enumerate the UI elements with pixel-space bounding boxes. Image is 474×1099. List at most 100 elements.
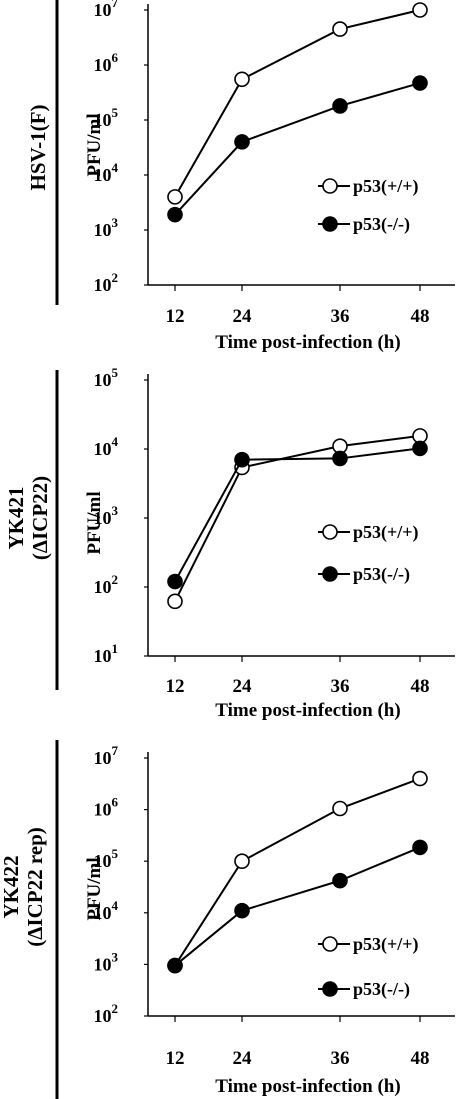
- y-tick-label: 103: [94, 215, 119, 240]
- data-point: [332, 98, 348, 114]
- y-tick-base: 10: [94, 508, 112, 528]
- legend-marker: [322, 524, 338, 540]
- legend-label: p53(-/-): [353, 214, 410, 235]
- legend-entry-2: p53(-/-): [318, 979, 410, 1000]
- data-point: [332, 21, 348, 37]
- y-tick-exponent: 3: [112, 503, 119, 518]
- y-axis-label: PFU/ml: [84, 857, 105, 920]
- x-tick-label: 36: [331, 676, 350, 697]
- row-label-line: YK422: [0, 856, 23, 919]
- data-point: [412, 440, 428, 457]
- x-axis-label: Time post-infection (h): [215, 1076, 400, 1097]
- y-tick-base: 10: [94, 851, 112, 871]
- legend-label: p53(-/-): [353, 564, 410, 585]
- y-tick-exponent: 2: [112, 572, 119, 587]
- row-label-line: YK421: [4, 487, 28, 550]
- legend-marker: [322, 216, 338, 232]
- y-tick-base: 10: [94, 55, 112, 75]
- data-point: [332, 450, 348, 467]
- y-tick-label: 107: [94, 743, 119, 768]
- row-label: HSV-1(F): [26, 105, 50, 191]
- y-tick-exponent: 4: [112, 160, 119, 175]
- data-point: [234, 853, 250, 870]
- x-axis-label: Time post-infection (h): [215, 332, 400, 353]
- y-tick-label: 104: [94, 898, 119, 923]
- y-tick-exponent: 2: [112, 1001, 119, 1016]
- legend-marker: [322, 178, 338, 194]
- series-line-2: [174, 846, 421, 967]
- legend-entry-2: p53(-/-): [318, 214, 410, 235]
- y-tick-exponent: 2: [112, 270, 119, 285]
- y-tick-base: 10: [94, 800, 112, 820]
- row-label-line: (ΔICP22 rep): [23, 827, 47, 947]
- y-tick-base: 10: [94, 646, 112, 666]
- y-tick-label: 105: [94, 365, 119, 390]
- x-tick-label: 12: [166, 306, 185, 327]
- chart-panel-3: YK422(ΔICP22 rep) PFU/ml10710610510410310…: [0, 740, 455, 1099]
- y-tick-base: 10: [94, 903, 112, 923]
- legend-marker: [322, 981, 338, 997]
- series-line-1: [174, 434, 421, 602]
- legend-entry-1: p53(+/+): [318, 176, 419, 197]
- legend-marker: [322, 936, 338, 952]
- y-tick-exponent: 1: [112, 641, 119, 656]
- x-tick-label: 36: [331, 306, 350, 327]
- y-tick-exponent: 3: [112, 949, 119, 964]
- series-line-1: [174, 777, 421, 967]
- legend-entry-1: p53(+/+): [318, 934, 419, 955]
- y-tick-label: 105: [94, 105, 119, 130]
- data-point: [234, 902, 250, 919]
- y-axis-label: PFU/ml: [84, 113, 105, 176]
- y-tick-label: 102: [94, 1001, 119, 1026]
- y-tick-label: 103: [94, 503, 119, 528]
- y-tick-exponent: 6: [112, 50, 119, 65]
- y-tick-exponent: 4: [112, 434, 119, 449]
- y-tick-exponent: 7: [112, 743, 119, 758]
- y-tick-label: 106: [94, 795, 119, 820]
- y-tick-base: 10: [94, 275, 112, 295]
- data-point: [167, 189, 183, 205]
- data-point: [412, 2, 428, 18]
- x-tick-label: 48: [411, 676, 430, 697]
- data-point: [412, 75, 428, 91]
- y-tick-exponent: 4: [112, 898, 119, 913]
- y-tick-base: 10: [94, 165, 112, 185]
- x-tick-label: 24: [233, 676, 253, 697]
- x-tick-label: 12: [166, 1048, 185, 1069]
- x-tick-label: 24: [233, 1048, 253, 1069]
- y-tick-base: 10: [94, 577, 112, 597]
- y-tick-label: 103: [94, 949, 119, 974]
- y-tick-base: 10: [94, 220, 112, 240]
- y-tick-label: 105: [94, 846, 119, 871]
- legend-entry-2: p53(-/-): [318, 564, 410, 585]
- data-point: [412, 839, 428, 856]
- y-tick-label: 102: [94, 572, 119, 597]
- row-label-line: HSV-1(F): [26, 105, 50, 191]
- legend-label: p53(+/+): [353, 934, 419, 955]
- y-tick-label: 102: [94, 270, 119, 295]
- x-tick-label: 12: [166, 676, 185, 697]
- legend-label: p53(+/+): [353, 522, 419, 543]
- x-tick-label: 48: [411, 1048, 430, 1069]
- y-tick-base: 10: [94, 0, 112, 20]
- y-tick-base: 10: [94, 110, 112, 130]
- row-label-line: (ΔICP22): [28, 476, 52, 560]
- x-tick-label: 24: [233, 306, 253, 327]
- y-tick-base: 10: [94, 370, 112, 390]
- y-tick-label: 104: [94, 434, 119, 459]
- y-tick-base: 10: [94, 954, 112, 974]
- y-axis-label: PFU/ml: [84, 491, 105, 554]
- y-tick-exponent: 5: [112, 365, 119, 380]
- data-point: [167, 573, 183, 590]
- y-tick-label: 101: [94, 641, 119, 666]
- y-tick-base: 10: [94, 1006, 112, 1026]
- row-label: YK422(ΔICP22 rep): [0, 827, 47, 947]
- y-tick-exponent: 6: [112, 795, 119, 810]
- y-tick-exponent: 5: [112, 105, 119, 120]
- y-tick-label: 107: [94, 0, 119, 20]
- y-tick-label: 104: [94, 160, 119, 185]
- data-point: [234, 451, 250, 468]
- data-point: [234, 134, 250, 150]
